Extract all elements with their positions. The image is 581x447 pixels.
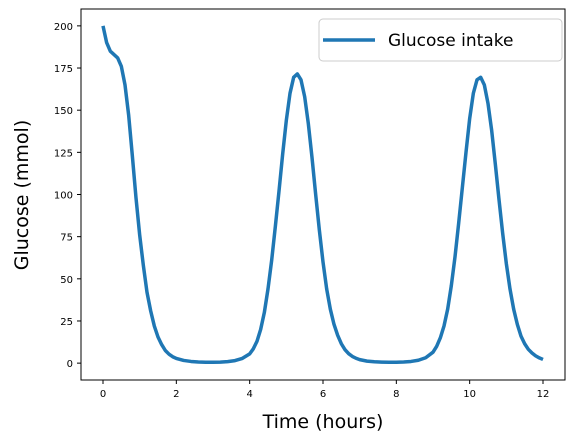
y-tick-label: 0 bbox=[67, 359, 73, 370]
legend-box bbox=[318, 18, 563, 62]
y-tick-label: 150 bbox=[54, 106, 73, 117]
y-tick-label: 50 bbox=[60, 275, 73, 286]
y-tick-label: 175 bbox=[54, 64, 73, 75]
y-tick-label: 75 bbox=[60, 233, 73, 244]
legend: Glucose intake bbox=[318, 18, 563, 62]
x-axis-label: Time (hours) bbox=[262, 411, 384, 433]
y-tick-label: 200 bbox=[54, 22, 73, 33]
x-tick-label: 4 bbox=[246, 389, 252, 400]
y-tick-label: 100 bbox=[54, 191, 73, 202]
series-line-glucose-intake bbox=[101, 25, 544, 365]
y-tick-label: 125 bbox=[54, 148, 73, 159]
x-tick-label: 0 bbox=[100, 389, 106, 400]
legend-label: Glucose intake bbox=[388, 31, 513, 51]
x-tick-label: 8 bbox=[393, 389, 399, 400]
x-tick-label: 12 bbox=[537, 389, 550, 400]
y-axis-label: Glucose (mmol) bbox=[11, 120, 33, 271]
x-tick-label: 6 bbox=[320, 389, 326, 400]
x-axis-ticks: 0 2 4 6 8 10 12 bbox=[100, 380, 550, 400]
x-tick-label: 10 bbox=[463, 389, 476, 400]
y-tick-label: 25 bbox=[60, 317, 73, 328]
y-axis-ticks: 0 25 50 75 100 125 150 175 200 bbox=[54, 22, 81, 370]
x-tick-label: 2 bbox=[173, 389, 179, 400]
